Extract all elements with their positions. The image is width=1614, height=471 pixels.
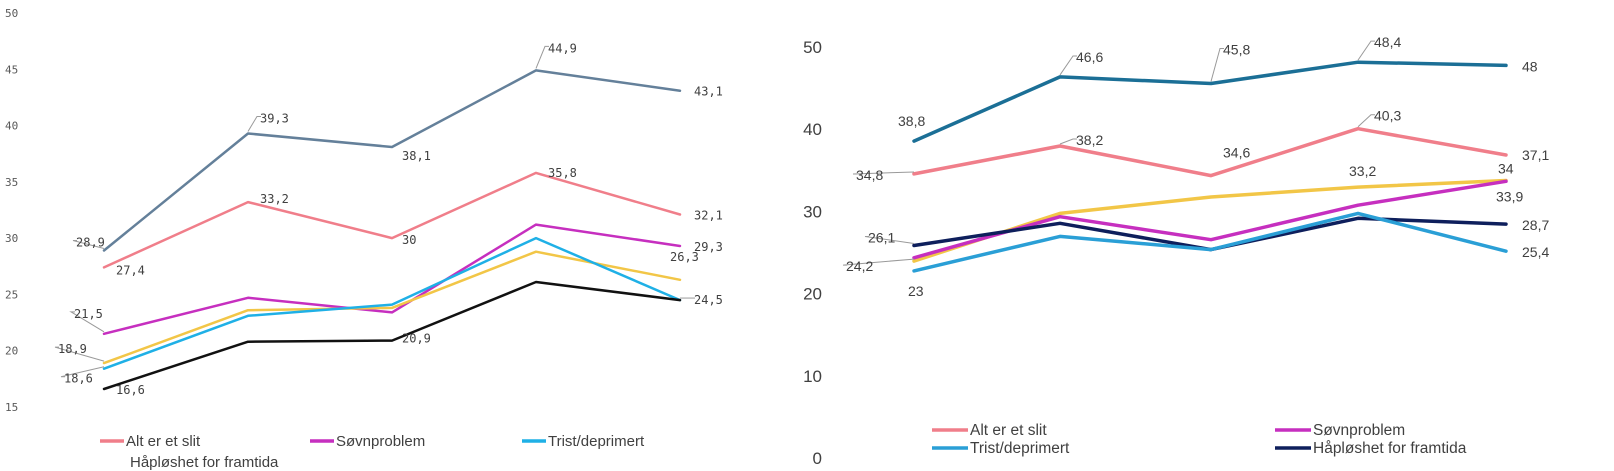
data-label: 32,1: [694, 209, 723, 223]
series-line: [102, 280, 682, 391]
legend-label: Håpløshet for framtida: [1313, 440, 1467, 457]
y-tick-label: 50: [5, 7, 18, 20]
chart-1: 15 20 25 30 35 40 45 50 28,9 39,3 38,1 44,9 43,1 27,4…: [5, 7, 723, 471]
data-label: 23: [908, 283, 924, 299]
leader-line: [60, 366, 105, 378]
data-label: 45,8: [1223, 42, 1250, 58]
data-label: 16,6: [116, 383, 145, 397]
data-label: 33,2: [1349, 163, 1376, 179]
data-label: 24,2: [846, 258, 873, 274]
series-line: [102, 250, 682, 365]
y-tick-label: 10: [803, 367, 822, 386]
y-tick-label: 20: [5, 345, 18, 358]
y-tick-label: 45: [5, 63, 18, 76]
legend-label: Søvnproblem: [1313, 422, 1405, 439]
data-label: 18,9: [58, 342, 87, 356]
leader-line: [535, 45, 549, 69]
y-tick-label: 0: [813, 449, 822, 468]
data-label: 38,1: [402, 149, 431, 163]
data-label: 26,1: [868, 229, 895, 245]
data-label: 26,3: [670, 250, 699, 264]
y-tick-label: 40: [803, 120, 822, 139]
leader-line: [864, 235, 915, 244]
series-line: [912, 60, 1508, 143]
legend-label: Alt er et slit: [126, 433, 201, 450]
leader-line: [1210, 48, 1224, 82]
y-tick-label: 20: [803, 285, 822, 304]
chart-2: 0 10 20 30 40 50 38,8 46,6 45,8 48,4 48 34,8 38,2 34,…: [803, 34, 1549, 468]
data-label: 38,2: [1076, 132, 1103, 148]
legend: Alt er et slit Søvnproblem Trist/deprimert…: [100, 433, 645, 471]
legend: Alt er et slit Søvnproblem Trist/deprimert…: [932, 422, 1467, 457]
leader-line: [842, 258, 915, 266]
series-line: [102, 171, 682, 269]
y-tick-label: 30: [803, 202, 822, 221]
data-label: 38,8: [898, 113, 925, 129]
data-label: 30: [402, 233, 416, 247]
series-line: [912, 211, 1508, 273]
data-label: 35,8: [548, 166, 577, 180]
leader-line: [54, 346, 105, 362]
data-label: 25,4: [1522, 244, 1549, 260]
y-tick-label: 35: [5, 176, 18, 189]
data-label: 24,5: [694, 293, 723, 307]
data-label: 33,2: [260, 192, 289, 206]
data-label: 44,9: [548, 41, 577, 55]
data-label: 34,6: [1223, 145, 1250, 161]
y-tick-label: 15: [5, 401, 18, 414]
series-line: [102, 236, 682, 370]
data-label: 28,9: [76, 236, 105, 250]
y-tick-label: 40: [5, 120, 18, 133]
data-label: 29,3: [694, 240, 723, 254]
legend-label: Alt er et slit: [970, 422, 1047, 439]
data-label: 48,4: [1374, 34, 1401, 50]
data-label: 34: [1498, 161, 1514, 177]
y-tick-label: 30: [5, 232, 18, 245]
y-tick-label: 25: [5, 288, 18, 301]
leader-line: [72, 240, 105, 250]
leader-line: [1059, 55, 1077, 76]
data-label: 37,1: [1522, 147, 1549, 163]
data-label: 18,6: [64, 372, 93, 386]
leader-line: [247, 115, 261, 132]
legend-label: Trist/deprimert: [548, 433, 645, 450]
leader-line: [1357, 40, 1375, 61]
data-label: 43,1: [694, 85, 723, 99]
data-label: 34,8: [856, 167, 883, 183]
data-label: 20,9: [402, 332, 431, 346]
data-label: 21,5: [74, 307, 103, 321]
leader-line: [69, 311, 105, 333]
leader-line: [852, 171, 915, 175]
legend-label: Søvnproblem: [336, 433, 425, 450]
leader-line: [1059, 138, 1077, 145]
legend-label-cut: Håpløshet for framtida: [130, 454, 279, 471]
legend-label: Trist/deprimert: [970, 440, 1070, 457]
data-label: 39,3: [260, 111, 289, 125]
data-label: 48: [1522, 58, 1538, 74]
data-label: 28,7: [1522, 217, 1549, 233]
series-line: [102, 223, 682, 336]
series-line: [912, 126, 1508, 178]
series-line: [102, 69, 682, 252]
data-label: 33,9: [1496, 188, 1523, 204]
data-label: 40,3: [1374, 108, 1401, 124]
data-label: 27,4: [116, 263, 145, 277]
leader-line: [1357, 114, 1375, 128]
y-tick-label: 50: [803, 38, 822, 57]
data-label: 46,6: [1076, 49, 1103, 65]
